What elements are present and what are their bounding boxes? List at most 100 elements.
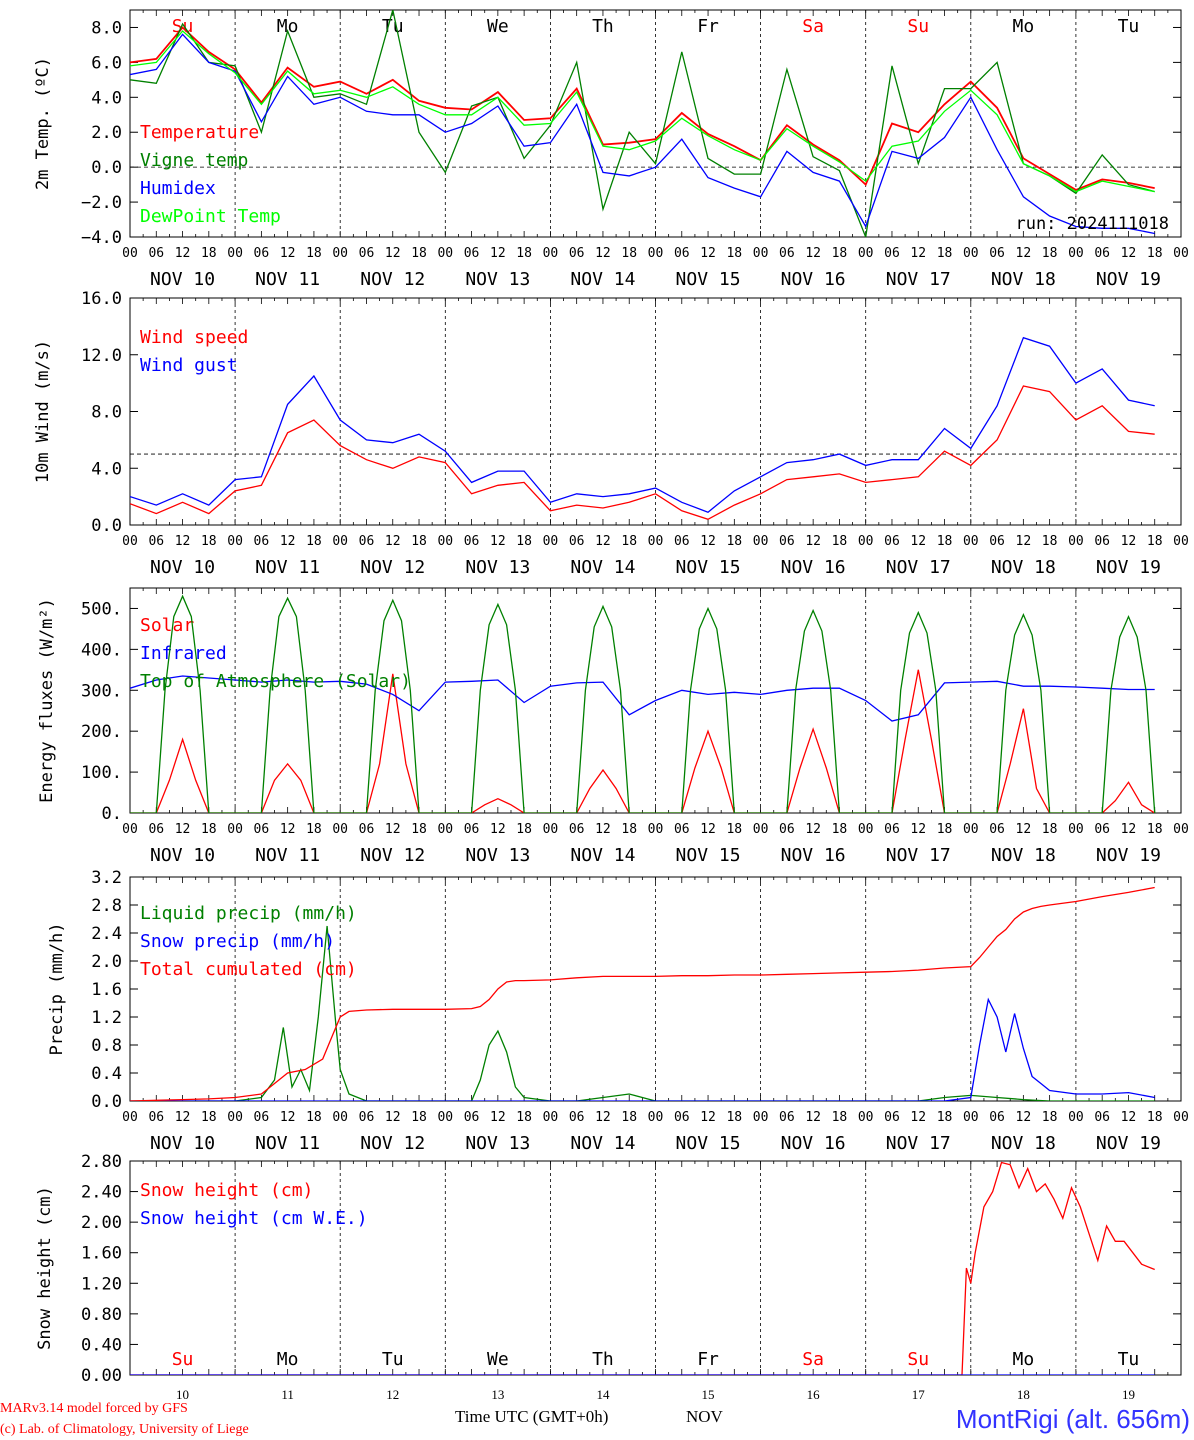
hour-tick-label: 12 xyxy=(490,822,506,837)
hour-tick-label: 00 xyxy=(963,1110,979,1125)
y-tick-label: 0. xyxy=(102,804,122,824)
hour-tick-label: 12 xyxy=(910,534,926,549)
y-tick-label: 0.40 xyxy=(81,1335,122,1355)
day-label: NOV 11 xyxy=(255,269,320,290)
hour-tick-label: 12 xyxy=(280,822,296,837)
hour-tick-label: 12 xyxy=(175,1110,191,1125)
hour-tick-label: 06 xyxy=(359,534,375,549)
weekday-label: Fr xyxy=(697,1349,719,1370)
weekday-label: Su xyxy=(172,1349,194,1370)
weekday-label: Mo xyxy=(277,1349,299,1370)
hour-tick-label: 12 xyxy=(595,534,611,549)
hour-tick-label: 18 xyxy=(621,822,637,837)
hour-tick-label: 06 xyxy=(148,1110,164,1125)
hour-tick-label: 18 xyxy=(201,1110,217,1125)
series-line-1 xyxy=(130,385,1155,521)
hour-tick-label: 18 xyxy=(1042,246,1058,261)
hour-tick-label: 06 xyxy=(464,246,480,261)
day-label: NOV 17 xyxy=(886,845,951,866)
day-label: NOV 19 xyxy=(1096,269,1161,290)
hour-tick-label: 12 xyxy=(1016,822,1032,837)
day-number-label: 11 xyxy=(281,1387,294,1402)
hour-tick-label: 00 xyxy=(227,246,243,261)
hour-tick-label: 18 xyxy=(621,534,637,549)
hour-tick-label: 06 xyxy=(1094,822,1110,837)
weekday-label: Tu xyxy=(1118,16,1140,37)
y-tick-label: −2.0 xyxy=(81,193,122,213)
hour-tick-label: 00 xyxy=(437,534,453,549)
day-label: NOV 12 xyxy=(360,845,425,866)
day-label: NOV 18 xyxy=(991,1133,1056,1154)
hour-tick-label: 18 xyxy=(306,534,322,549)
hour-tick-label: 06 xyxy=(884,1110,900,1125)
y-tick-label: 1.20 xyxy=(81,1274,122,1294)
hour-tick-label: 00 xyxy=(227,534,243,549)
hour-tick-label: 12 xyxy=(1121,246,1137,261)
day-number-label: 10 xyxy=(176,1387,189,1402)
series-line-2 xyxy=(130,10,1155,237)
hour-tick-label: 00 xyxy=(122,534,138,549)
weekday-label: Sa xyxy=(802,1349,824,1370)
hour-tick-label: 00 xyxy=(753,246,769,261)
panel-3: 500. 400. 300. 200. 100. 0. Energy fluxes (W/m… xyxy=(37,587,1189,866)
weekday-label: Tu xyxy=(1118,1349,1140,1370)
legend-entry: Snow height (cm) xyxy=(140,1180,313,1201)
hour-tick-label: 00 xyxy=(858,534,874,549)
day-label: NOV 13 xyxy=(465,557,530,578)
y-tick-label: 6.0 xyxy=(91,53,122,73)
hour-tick-label: 06 xyxy=(989,1110,1005,1125)
y-tick-label: −4.0 xyxy=(81,228,122,248)
hour-tick-label: 18 xyxy=(726,534,742,549)
hour-tick-label: 06 xyxy=(1094,534,1110,549)
hour-tick-label: 06 xyxy=(148,822,164,837)
y-tick-label: 8.0 xyxy=(91,18,122,38)
y-tick-label: 2.40 xyxy=(81,1183,122,1203)
hour-tick-label: 06 xyxy=(464,534,480,549)
weekday-label: Sa xyxy=(802,16,824,37)
legend-entry: Infrared xyxy=(140,643,227,664)
y-tick-label: 8.0 xyxy=(91,403,122,423)
hour-tick-label: 12 xyxy=(1016,534,1032,549)
weekday-label: Tu xyxy=(382,16,404,37)
hour-tick-label: 00 xyxy=(1068,1110,1084,1125)
day-label: NOV 17 xyxy=(886,269,951,290)
weekday-label: We xyxy=(487,1349,509,1370)
hour-tick-label: 00 xyxy=(1068,822,1084,837)
hour-tick-label: 12 xyxy=(805,1110,821,1125)
hour-tick-label: 12 xyxy=(280,534,296,549)
hour-tick-label: 12 xyxy=(385,822,401,837)
day-label: NOV 10 xyxy=(150,845,215,866)
y-tick-label: 3.2 xyxy=(91,868,122,888)
hour-tick-label: 12 xyxy=(175,534,191,549)
y-tick-label: 500. xyxy=(81,599,122,619)
y-tick-label: 2.0 xyxy=(91,952,122,972)
y-tick-label: 0.0 xyxy=(91,158,122,178)
y-axis-label: Snow height (cm) xyxy=(35,1186,55,1350)
hour-tick-label: 00 xyxy=(1173,534,1189,549)
hour-tick-label: 00 xyxy=(753,534,769,549)
series-line-1 xyxy=(130,925,1155,1101)
hour-tick-label: 06 xyxy=(779,822,795,837)
y-axis-label: Energy fluxes (W/m²) xyxy=(37,598,57,803)
day-number-label: 18 xyxy=(1017,1387,1030,1402)
legend-entry: Vigne temp xyxy=(140,150,248,171)
series-line-1 xyxy=(130,669,1156,813)
hour-tick-label: 18 xyxy=(832,534,848,549)
day-label: NOV 19 xyxy=(1096,845,1161,866)
y-tick-label: 0.00 xyxy=(81,1366,122,1386)
day-label: NOV 13 xyxy=(465,845,530,866)
x-axis-month: NOV xyxy=(686,1407,724,1426)
day-label: NOV 12 xyxy=(360,557,425,578)
hour-tick-label: 00 xyxy=(122,1110,138,1125)
day-label: NOV 12 xyxy=(360,1133,425,1154)
hour-tick-label: 12 xyxy=(595,1110,611,1125)
legend-entry: DewPoint Temp xyxy=(140,206,281,227)
y-tick-label: 400. xyxy=(81,640,122,660)
hour-tick-label: 00 xyxy=(1173,1110,1189,1125)
hour-tick-label: 18 xyxy=(1147,534,1163,549)
hour-tick-label: 18 xyxy=(1147,822,1163,837)
hour-tick-label: 06 xyxy=(254,822,270,837)
hour-tick-label: 12 xyxy=(700,822,716,837)
hour-tick-label: 18 xyxy=(832,822,848,837)
hour-tick-label: 06 xyxy=(254,534,270,549)
